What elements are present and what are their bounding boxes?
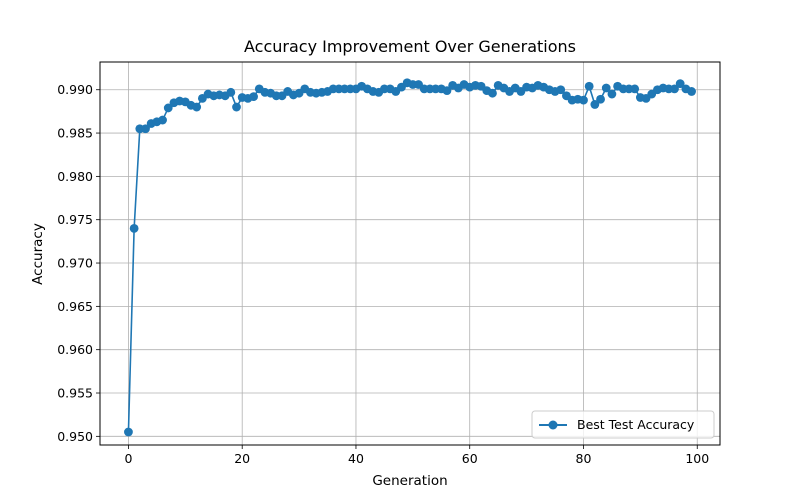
data-point (590, 100, 600, 109)
x-tick-label: 40 (348, 451, 364, 466)
y-axis-ticks: 0.950 0.955 0.960 0.965 0.970 0.975 0.980 0.985… (57, 82, 100, 444)
data-point (670, 84, 679, 94)
data-point (687, 87, 696, 96)
plot-area-frame (99, 61, 721, 446)
data-point (675, 79, 685, 89)
legend-marker-swatch (548, 420, 558, 430)
y-axis-title: Accuracy (30, 223, 46, 285)
data-point (124, 427, 133, 437)
legend-box (531, 410, 715, 439)
y-tick-label: 0.965 (57, 299, 93, 314)
data-point (579, 95, 588, 105)
data-point (192, 102, 202, 112)
y-tick-label: 0.975 (57, 212, 93, 227)
series-line (127, 82, 692, 433)
data-point (442, 86, 452, 95)
x-tick-label: 80 (576, 451, 592, 466)
y-tick-label: 0.970 (57, 256, 93, 271)
data-point (556, 85, 566, 95)
grid-lines (100, 62, 720, 445)
x-tick-label: 20 (234, 451, 250, 466)
data-point (488, 88, 497, 98)
data-point (249, 92, 258, 102)
data-point (129, 223, 139, 233)
data-point (232, 102, 241, 112)
data-point (601, 83, 611, 93)
x-tick-label: 60 (462, 451, 478, 466)
y-tick-label: 0.985 (57, 126, 93, 141)
chart-title: Accuracy Improvement Over Generations (244, 37, 576, 56)
data-point (584, 81, 594, 91)
data-point (158, 115, 167, 125)
y-tick-label: 0.990 (57, 82, 93, 97)
legend: Best Test Accuracy (531, 410, 715, 439)
series-layer (124, 78, 696, 437)
data-point (630, 84, 640, 94)
data-point (596, 94, 605, 104)
x-axis-title: Generation (372, 473, 447, 489)
y-tick-label: 0.980 (57, 169, 93, 184)
legend-label: Best Test Accuracy (577, 417, 695, 432)
data-point (141, 124, 150, 134)
y-tick-label: 0.955 (57, 386, 93, 401)
data-point (226, 87, 236, 97)
data-point (607, 89, 617, 99)
x-tick-label: 100 (685, 451, 709, 466)
data-point (163, 103, 173, 113)
x-axis-ticks: 0 20 40 60 80 100 (124, 445, 709, 466)
y-tick-label: 0.960 (57, 342, 93, 357)
y-tick-label: 0.950 (57, 429, 93, 444)
x-tick-label: 0 (124, 451, 132, 466)
